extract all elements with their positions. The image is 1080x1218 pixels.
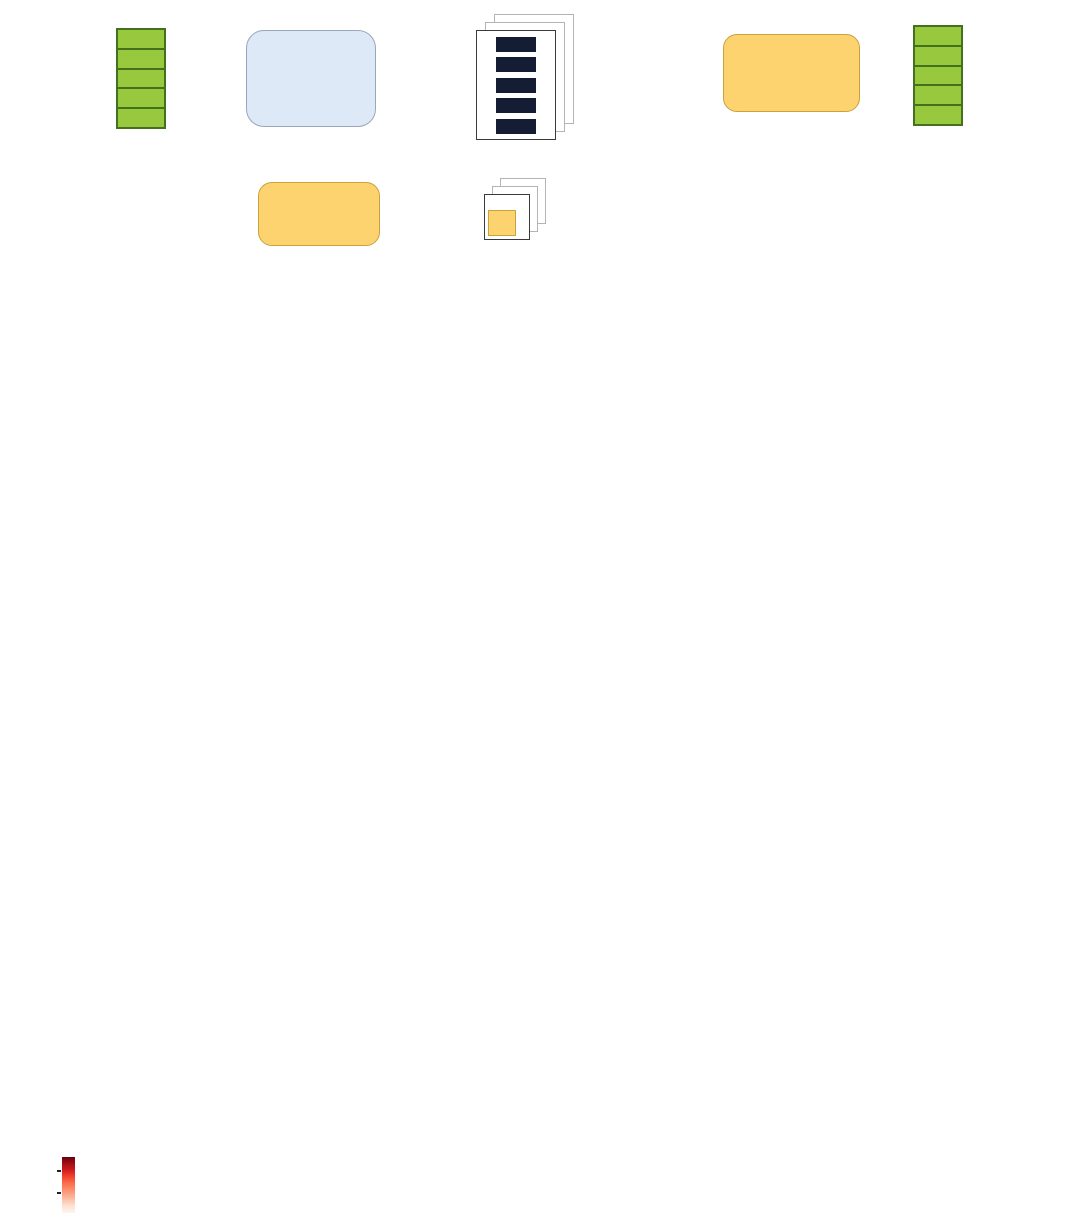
gene-cell bbox=[116, 87, 166, 110]
dendrogram bbox=[64, 876, 126, 1126]
mse-bar-chart bbox=[62, 336, 522, 576]
sclong-scatter-plot bbox=[295, 620, 567, 848]
gene-cell bbox=[116, 28, 166, 50]
gears-decoder-box bbox=[723, 34, 860, 112]
gene-cell bbox=[116, 107, 166, 130]
suppressor-venn-diagram bbox=[800, 598, 1048, 840]
colorbar bbox=[62, 1157, 75, 1213]
perturb-repr-cell bbox=[488, 210, 516, 236]
gene-cell bbox=[913, 64, 963, 87]
perturbation-representation-box bbox=[484, 194, 530, 240]
prediction-error-heatmap bbox=[127, 876, 939, 1126]
gene-cell bbox=[116, 67, 166, 90]
gene-cell bbox=[913, 104, 963, 127]
repr-cell bbox=[496, 36, 536, 52]
gears-encoder-box bbox=[258, 182, 380, 246]
post-perturbation-stack bbox=[913, 25, 963, 127]
gears-scatter-plot bbox=[35, 620, 307, 848]
pretrained-sclong-box bbox=[246, 30, 376, 127]
repr-cell bbox=[496, 98, 536, 113]
gene-cell bbox=[116, 47, 166, 70]
gene-cell bbox=[913, 25, 963, 47]
expression-representation-stack bbox=[476, 30, 556, 140]
gene-cell bbox=[913, 84, 963, 107]
perturbation-row-labels bbox=[941, 876, 1051, 1126]
pearson-bar-chart bbox=[572, 336, 1048, 576]
synergy-venn-diagram bbox=[555, 598, 803, 840]
colorbar-tickmark bbox=[57, 1192, 61, 1194]
dna-icon bbox=[48, 180, 114, 246]
colorbar-tickmark bbox=[57, 1170, 61, 1172]
unperturbed-gene-stack bbox=[116, 28, 166, 130]
repr-cell bbox=[496, 118, 536, 134]
repr-cell bbox=[496, 57, 536, 72]
gene-cell bbox=[913, 44, 963, 67]
gene-column-labels bbox=[127, 1127, 939, 1199]
repr-cell bbox=[496, 77, 536, 93]
